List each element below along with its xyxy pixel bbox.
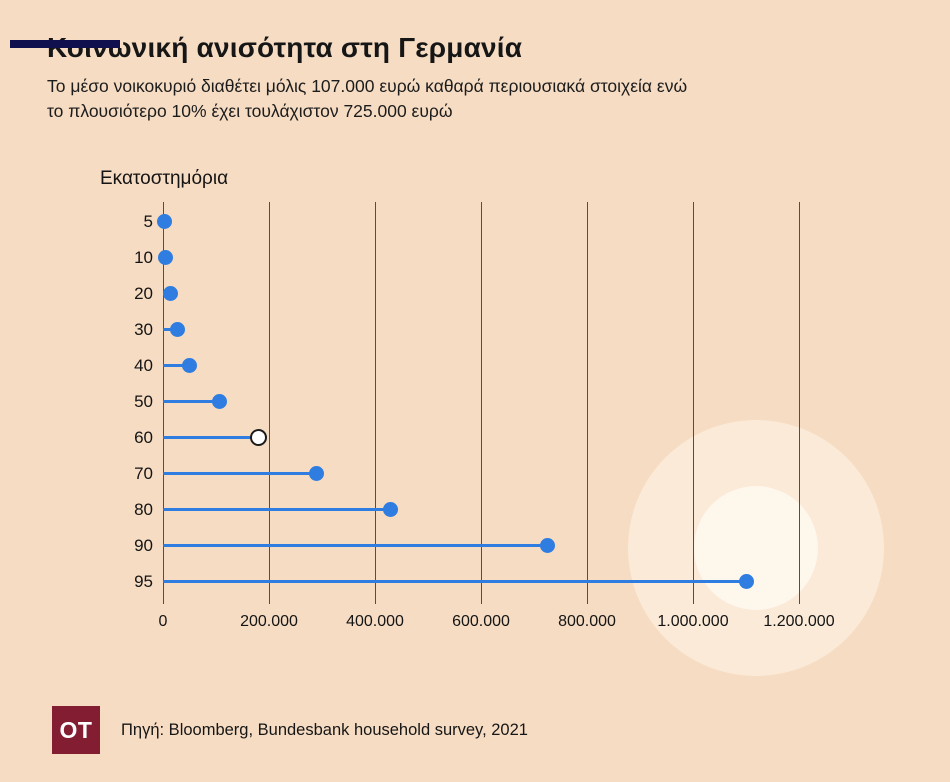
gridline: [799, 201, 800, 604]
data-dot: [169, 322, 185, 338]
subtitle-line-1: Το μέσο νοικοκυριό διαθέτει μόλις 107.00…: [47, 76, 688, 96]
gridline: [481, 201, 482, 604]
data-dot: [163, 286, 179, 302]
y-axis-title: Εκατοστημόρια: [100, 167, 229, 189]
source-text: Πηγή: Bloomberg, Bundesbank household su…: [121, 720, 528, 739]
page-title: Κοινωνική ανισότητα στη Γερμανία: [47, 32, 523, 63]
y-tick-label: 60: [134, 427, 153, 447]
data-dot: [212, 394, 228, 410]
x-tick-label: 0: [158, 612, 168, 630]
y-tick-label: 95: [134, 571, 153, 591]
plot-area: [156, 201, 800, 604]
lollipop-chart: 5 10 20 30 40 50 60 70 80 90 95: [51, 201, 950, 604]
data-dot: [383, 502, 399, 518]
x-tick-label: 800.000: [558, 612, 616, 630]
data-dot: [158, 250, 174, 266]
lollipop-stem: [163, 472, 317, 476]
y-tick-label: 40: [134, 355, 153, 375]
data-dot: [156, 214, 172, 230]
background-glow-inner: [694, 486, 818, 610]
lollipop-stem: [163, 580, 746, 584]
data-dot-highlighted: [249, 429, 267, 447]
x-axis: 0 200.000 400.000 600.000 800.000 1.000.000 1.…: [159, 604, 863, 638]
x-tick-label: 400.000: [346, 612, 404, 630]
x-axis-spacer: [51, 604, 163, 638]
data-dot: [738, 574, 754, 590]
x-axis-row: 0 200.000 400.000 600.000 800.000 1.000.000 1.…: [51, 604, 950, 638]
lollipop-stem: [163, 544, 548, 548]
lollipop-stem: [163, 364, 190, 368]
y-tick-label: 30: [134, 319, 153, 339]
x-tick-label: 1.200.000: [763, 612, 835, 630]
y-tick-label: 20: [134, 283, 153, 303]
subtitle-line-2: το πλουσιότερο 10% έχει τουλάχιστον 725.…: [47, 100, 453, 121]
x-tick-label: 1.000.000: [657, 612, 729, 630]
y-tick-label: 10: [134, 247, 153, 267]
ot-logo: OT: [52, 706, 100, 754]
page-subtitle: Το μέσο νοικοκυριό διαθέτει μόλις 107.00…: [47, 74, 950, 124]
x-tick-label: 200.000: [240, 612, 298, 630]
lollipop-stem: [163, 436, 259, 440]
y-tick-label: 90: [134, 535, 153, 555]
footer: OT Πηγή: Bloomberg, Bundesbank household…: [52, 706, 528, 754]
gridline: [587, 201, 588, 604]
lollipop-stem: [163, 508, 391, 512]
y-tick-label: 70: [134, 463, 153, 483]
x-tick-label: 600.000: [452, 612, 510, 630]
gridline: [693, 201, 694, 604]
y-labels: 5 10 20 30 40 50 60 70 80 90 95: [51, 202, 163, 604]
y-tick-label: 50: [134, 391, 153, 411]
y-tick-label: 5: [143, 211, 153, 231]
lollipop-stem: [163, 400, 220, 404]
data-dot: [309, 466, 325, 482]
y-tick-label: 80: [134, 499, 153, 519]
brand-accent-bar: [10, 40, 120, 48]
data-dot: [182, 358, 197, 374]
gridline: [375, 201, 376, 604]
gridline: [269, 201, 270, 604]
data-dot: [539, 538, 555, 554]
